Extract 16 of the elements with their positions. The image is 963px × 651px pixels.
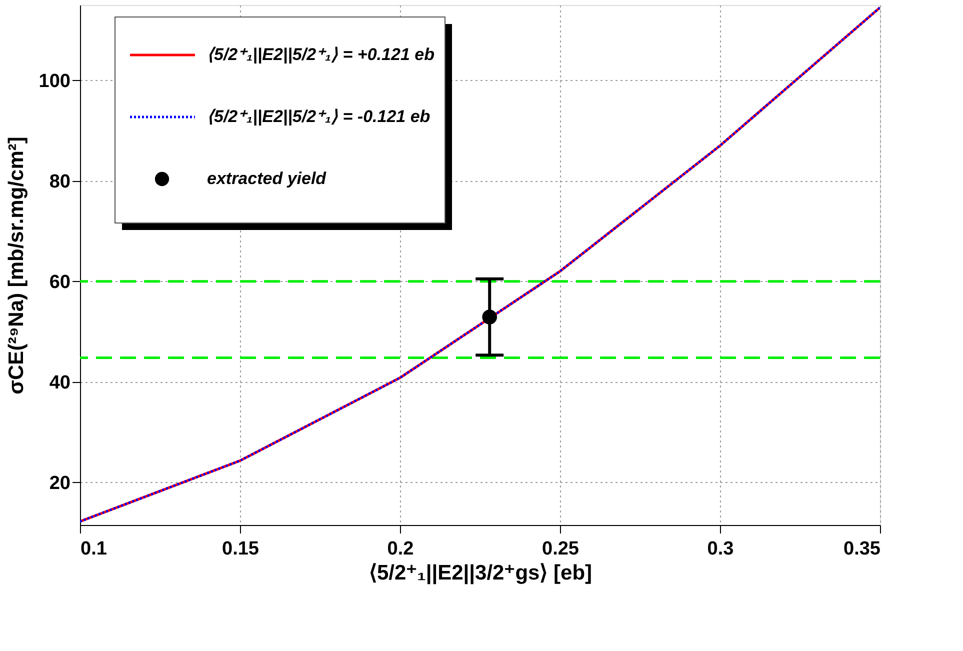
x-tick-label: 0.1 [80, 538, 108, 560]
legend-label: ⟨5/2⁺₁||E2||5/2⁺₁⟩ = -0.121 eb [207, 107, 430, 126]
legend-label: extracted yield [207, 169, 327, 188]
x-tick-label: 0.3 [707, 538, 734, 560]
x-tick-label: 0.15 [222, 538, 260, 560]
y-tick-label: 40 [49, 372, 70, 394]
x-tick-label: 0.25 [542, 538, 580, 560]
y-tick-label: 20 [49, 472, 70, 494]
y-tick-label: 80 [49, 171, 70, 192]
x-tick-label: 0.2 [387, 538, 414, 560]
y-tick-label: 100 [38, 70, 70, 92]
x-tick-label: 0.35 [844, 538, 881, 560]
y-axis-title: σCE(²⁹Na) [mb/sr.mg/cm²] [4, 136, 28, 394]
x-axis-title: ⟨5/2⁺₁||E2||3/2⁺gs⟩ [eb] [368, 562, 592, 584]
legend-label: ⟨5/2⁺₁||E2||5/2⁺₁⟩ = +0.121 eb [207, 45, 434, 64]
y-tick-label: 60 [49, 272, 70, 293]
